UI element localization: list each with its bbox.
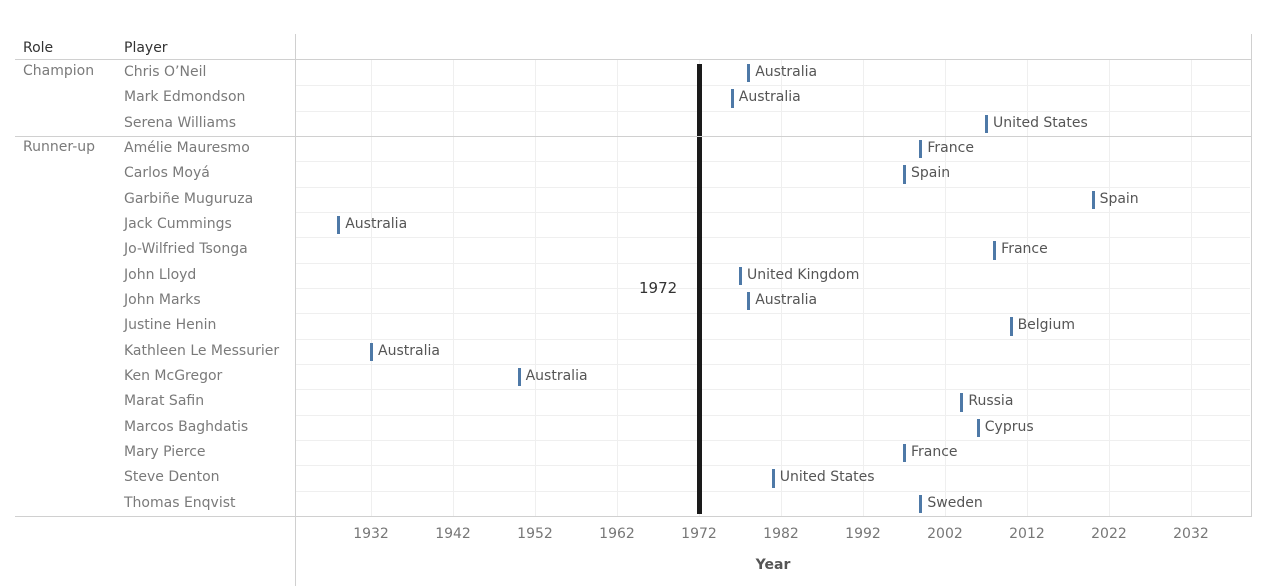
mark-label: United States: [992, 114, 1088, 131]
player-label: Kathleen Le Messurier: [124, 342, 280, 359]
row-gridline: [296, 262, 1250, 264]
row-gridline: [296, 212, 1250, 213]
player-label: Thomas Enqvist: [124, 494, 236, 511]
gantt-mark: [747, 64, 751, 83]
gantt-mark: [984, 114, 988, 133]
mark-label: France: [927, 140, 974, 156]
row-gridline: [296, 389, 1250, 391]
x-tick-label: 2032: [1173, 526, 1209, 542]
gantt-mark: [919, 140, 923, 159]
player-label: John Marks: [124, 292, 201, 308]
x-tick-label: 1992: [845, 526, 881, 542]
pane-divider: [295, 34, 296, 586]
x-tick-label: 1982: [763, 526, 799, 542]
player-label: Amélie Mauresmo: [124, 140, 250, 156]
header-player: Player: [124, 40, 168, 56]
role-label: Runner-up: [23, 139, 96, 155]
player-label: Marat Safin: [124, 393, 205, 410]
plot-area: Australia Australia United States France Spa…: [296, 60, 1250, 516]
row-gridline: [296, 288, 1250, 289]
row-gridline: [296, 364, 1250, 365]
mark-label: United Kingdom: [746, 266, 860, 283]
mark-label: Russia: [968, 393, 1014, 410]
gantt-mark: [747, 292, 751, 311]
player-label: Ken McGregor: [124, 368, 223, 384]
row-gridline: [296, 465, 1250, 467]
mark-label: Spain: [910, 165, 951, 182]
mark-label: United States: [779, 469, 875, 486]
x-tick-label: 2022: [1091, 526, 1127, 542]
mark-label: Australia: [755, 292, 818, 308]
player-label: Garbiñe Muguruza: [124, 190, 254, 207]
gantt-mark: [771, 469, 775, 488]
mark-label: Australia: [755, 64, 818, 80]
player-label: Justine Henin: [124, 317, 217, 334]
x-tick-label: 1962: [599, 526, 635, 542]
reference-line-label: 1972: [639, 279, 678, 297]
player-label: Carlos Moyá: [124, 165, 210, 182]
mark-label: Australia: [345, 216, 408, 232]
row-gridline: [296, 440, 1250, 441]
player-label: Marcos Baghdatis: [124, 418, 249, 435]
gantt-mark: [738, 266, 742, 285]
x-tick-label: 1972: [681, 526, 717, 542]
player-label: Serena Williams: [124, 114, 237, 131]
header-divider: [15, 59, 1252, 60]
mark-label: Sweden: [927, 494, 983, 511]
gantt-mark: [517, 368, 521, 387]
row-gridline: [296, 186, 1250, 188]
gantt-mark: [730, 89, 734, 108]
x-tick-label: 1942: [435, 526, 471, 542]
player-label: Chris O’Neil: [124, 64, 207, 80]
player-label: Jack Cummings: [124, 216, 232, 232]
gantt-mark: [919, 494, 923, 513]
mark-label: France: [1001, 241, 1048, 258]
x-tick-label: 1932: [353, 526, 389, 542]
gantt-mark: [370, 342, 374, 361]
gantt-mark: [1009, 317, 1013, 336]
row-gridline: [296, 490, 1250, 492]
row-gridline: [296, 110, 1250, 112]
gantt-mark: [1091, 190, 1095, 209]
right-border: [1251, 34, 1252, 516]
role-label: Champion: [23, 63, 95, 79]
mark-label: Spain: [1099, 190, 1139, 207]
group-divider: [15, 136, 1252, 137]
mark-label: France: [910, 444, 958, 460]
mark-label: Belgium: [1017, 317, 1075, 334]
x-axis-title: Year: [755, 557, 791, 573]
row-gridline: [296, 237, 1250, 239]
mark-label: Australia: [378, 342, 440, 359]
gantt-mark: [902, 165, 906, 184]
mark-label: Cyprus: [984, 418, 1034, 435]
player-label: Steve Denton: [124, 469, 220, 486]
row-gridline: [296, 85, 1250, 87]
player-label: Mark Edmondson: [124, 89, 246, 106]
x-tick-label: 2002: [927, 526, 963, 542]
reference-line: [697, 64, 702, 514]
row-gridline: [296, 338, 1250, 340]
mark-label: Australia: [525, 368, 588, 384]
player-label: John Lloyd: [124, 266, 197, 283]
gantt-mark: [993, 241, 997, 260]
gantt-mark: [337, 216, 341, 235]
row-gridline: [296, 414, 1250, 416]
mark-label: Australia: [738, 89, 801, 106]
x-tick-label: 2012: [1009, 526, 1045, 542]
player-label: Mary Pierce: [124, 444, 206, 460]
row-gridline: [296, 161, 1250, 163]
header-role: Role: [23, 40, 54, 56]
gantt-mark: [960, 393, 964, 412]
x-tick-label: 1952: [517, 526, 553, 542]
player-label: Jo-Wilfried Tsonga: [124, 241, 248, 258]
gantt-mark: [976, 418, 980, 437]
axis-divider: [15, 516, 1252, 517]
row-gridline: [296, 313, 1250, 315]
gantt-mark: [902, 444, 906, 463]
